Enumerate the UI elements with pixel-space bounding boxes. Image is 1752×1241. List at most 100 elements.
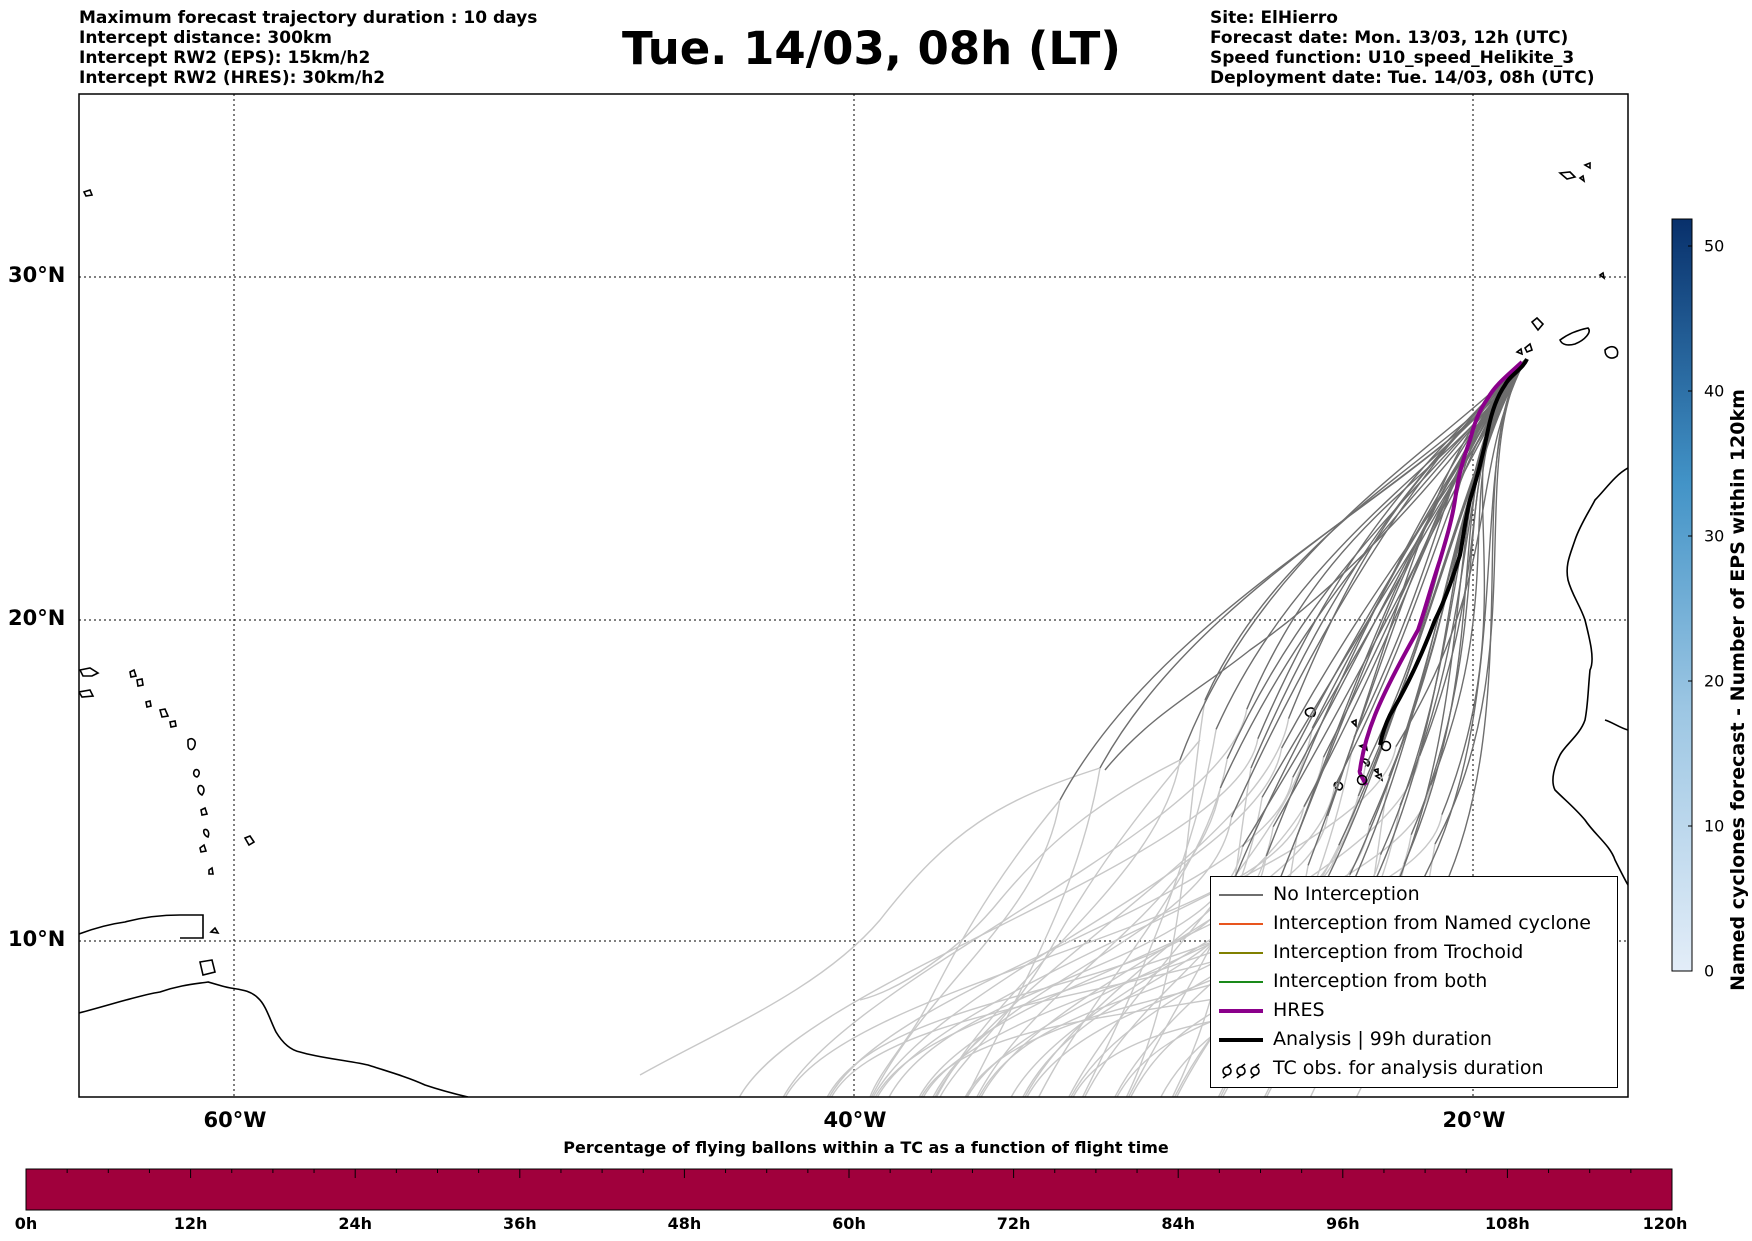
ensemble-trajectory-late: [1127, 797, 1263, 1097]
ensemble-trajectory: [1327, 359, 1526, 817]
ensemble-trajectory-late: [935, 759, 1181, 1097]
info-line: Intercept RW2 (EPS): 15km/h2: [79, 48, 371, 68]
tc-marker: [1356, 774, 1368, 786]
tc-marker: [1380, 740, 1392, 752]
ensemble-trajectory-late: [782, 709, 1248, 1097]
legend-swatch: [1219, 1009, 1263, 1013]
ensemble-trajectory-late: [876, 746, 1397, 1097]
ensemble-trajectory: [1434, 359, 1526, 845]
colorbar-tick-label: 20: [1704, 671, 1725, 691]
ensemble-trajectory-late: [922, 814, 1443, 1097]
ensemble-trajectory-late: [859, 759, 1181, 1001]
hres-trajectory: [1357, 360, 1524, 786]
legend-label: Interception from Trochoid: [1273, 941, 1524, 963]
info-line: Deployment date: Tue. 14/03, 08h (UTC): [1210, 68, 1595, 88]
ensemble-trajectory: [1410, 359, 1526, 835]
ensemble-trajectory-late: [939, 739, 1201, 1097]
time-label: 108h: [1484, 1214, 1530, 1233]
time-label: 12h: [173, 1214, 208, 1233]
time-label: 60h: [832, 1214, 866, 1233]
time-label: 96h: [1325, 1214, 1360, 1233]
tc-symbol-icon: [1222, 1063, 1260, 1079]
info-line: Site: ElHierro: [1210, 8, 1338, 28]
lat-label-10n: 10°N: [8, 927, 66, 951]
ensemble-trajectory-late: [1084, 826, 1274, 1097]
madeira-islands: [1558, 161, 1606, 280]
ensemble-trajectory-late: [1081, 729, 1217, 1097]
lon-label-60w: 60°W: [203, 1108, 267, 1132]
legend-label: Interception from both: [1273, 970, 1488, 992]
ensemble-trajectory-late: [918, 815, 1329, 1097]
canary-islands: [1515, 316, 1619, 359]
map-legend: No Interception Interception from Named …: [1210, 876, 1618, 1088]
venezuela-coast: [79, 914, 204, 939]
ensemble-trajectory: [1425, 359, 1526, 924]
ensemble-trajectory: [1104, 359, 1526, 771]
trinidad-island: [199, 959, 216, 976]
lat-label-20n: 20°N: [8, 606, 66, 630]
colorbar-tick-label: 10: [1704, 816, 1725, 836]
tobago-island: [209, 926, 220, 935]
puerto-rico: [79, 689, 95, 698]
legend-swatch: [1219, 923, 1263, 925]
colorbar-tick-label: 50: [1704, 236, 1725, 256]
ensemble-trajectory: [1430, 359, 1526, 786]
colorbar-tick-label: 0: [1704, 961, 1715, 981]
ensemble-trajectory-late: [869, 799, 1061, 1097]
time-label: 24h: [338, 1214, 373, 1233]
legend-swatch: [1219, 894, 1263, 896]
lon-label-40w: 40°W: [823, 1108, 887, 1132]
map-title: Tue. 14/03, 08h (LT): [622, 22, 1121, 75]
named-cyclones-colorbar: [1671, 218, 1693, 972]
time-label: 120h: [1642, 1214, 1688, 1233]
ensemble-trajectory-late: [738, 738, 1259, 1097]
ensemble-trajectory-late: [980, 786, 1336, 1097]
analysis-trajectory: [1378, 358, 1529, 746]
time-label: 36h: [502, 1214, 537, 1233]
ensemble-trajectory-late: [1037, 758, 1228, 1097]
legend-label: Analysis | 99h duration: [1273, 1028, 1492, 1050]
ensemble-trajectory-late: [872, 747, 1283, 1097]
info-line: Speed function: U10_speed_Helikite_3: [1210, 48, 1575, 68]
percentage-bar-ticks: [25, 1169, 1673, 1178]
bermuda-like-islands: [82, 189, 94, 197]
colorbar-ticks: [1688, 245, 1692, 972]
time-label: 48h: [667, 1214, 702, 1233]
ensemble-trajectory-late: [870, 799, 1061, 1097]
time-label: 0h: [14, 1214, 38, 1233]
ensemble-trajectory-late: [639, 767, 1101, 1076]
lon-label-20w: 20°W: [1442, 1108, 1506, 1132]
legend-label: HRES: [1273, 999, 1325, 1021]
leeward-islands: [79, 667, 256, 847]
lat-label-30n: 30°N: [8, 263, 66, 287]
info-line: Intercept RW2 (HRES): 30km/h2: [79, 68, 386, 88]
time-label: 84h: [1161, 1214, 1196, 1233]
colorbar-tick-label: 30: [1704, 526, 1725, 546]
percentage-bar-title: Percentage of flying ballons within a TC…: [563, 1138, 1169, 1157]
legend-swatch: [1219, 981, 1263, 983]
lesser-antilles: [187, 738, 214, 875]
run-info-left: Maximum forecast trajectory duration : 1…: [79, 8, 537, 88]
tc-observation-markers: [1356, 740, 1392, 786]
run-info-right: Site: ElHierro Forecast date: Mon. 13/03…: [1210, 8, 1595, 88]
info-line: Forecast date: Mon. 13/03, 12h (UTC): [1210, 28, 1569, 48]
ensemble-trajectory-late: [828, 777, 1294, 1097]
legend-label: Interception from Named cyclone: [1273, 912, 1591, 934]
legend-swatch: [1219, 1038, 1263, 1042]
ensemble-trajectory-late: [934, 718, 1290, 1097]
ensemble-trajectory-late: [976, 787, 1222, 1097]
ensemble-trajectory-late: [784, 806, 1305, 1097]
info-line: Maximum forecast trajectory duration : 1…: [79, 8, 538, 28]
no-interception-trajectories: [1059, 359, 1526, 924]
legend-swatch: [1219, 952, 1263, 954]
map-frame: [78, 93, 1629, 1098]
south-america-coast: [79, 981, 469, 1097]
time-label: 72h: [996, 1214, 1031, 1233]
legend-label: TC obs. for analysis duration: [1273, 1057, 1544, 1079]
colorbar-title: Named cyclones forecast - Number of EPS …: [1727, 389, 1749, 991]
legend-label: No Interception: [1273, 883, 1420, 905]
coastline: [79, 161, 1628, 1097]
ensemble-trajectory: [1179, 359, 1526, 761]
colorbar-tick-label: 40: [1704, 381, 1725, 401]
